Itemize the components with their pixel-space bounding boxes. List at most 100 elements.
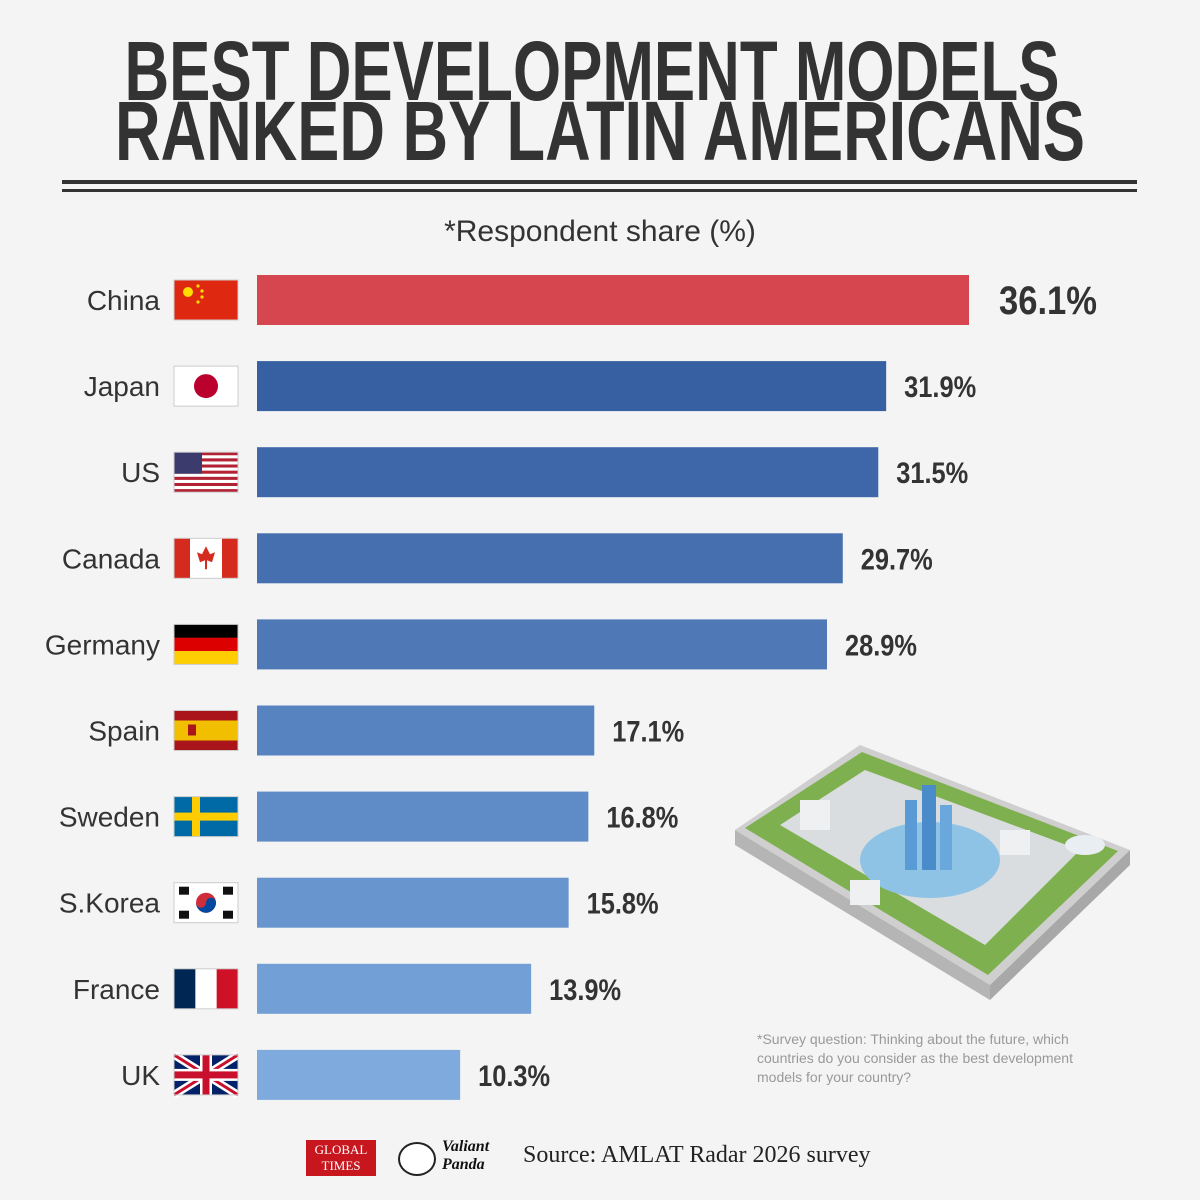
panda-icon: [398, 1142, 436, 1176]
bar: [257, 447, 879, 498]
category-label: UK: [121, 1060, 160, 1091]
category-label: Spain: [88, 716, 160, 747]
flag-stripe: [174, 470, 238, 474]
flag-arms: [188, 724, 196, 736]
value-label: 13.9%: [549, 974, 621, 1007]
flag-stripe: [174, 624, 238, 638]
flag-cross: [174, 1071, 238, 1079]
flag-cross: [174, 812, 238, 821]
logo: Valiant Panda: [398, 1138, 504, 1178]
flag-stripe: [174, 458, 238, 462]
flag-trigram: [223, 886, 233, 895]
category-label: Germany: [45, 629, 160, 660]
flag: [173, 451, 239, 493]
flag-band: [222, 538, 238, 579]
category-label: US: [121, 457, 160, 488]
flag: [171, 1051, 241, 1099]
divider: [62, 189, 1137, 192]
flag-border: [173, 279, 239, 321]
bar: [257, 1049, 461, 1100]
flag-star: [183, 287, 193, 297]
flag-disc: [196, 897, 216, 913]
bar: [257, 705, 595, 756]
value-label: 31.5%: [896, 457, 968, 490]
flag-stripe: [174, 486, 238, 490]
flag-border: [173, 623, 239, 665]
flag: [173, 279, 239, 321]
city-illustration: [735, 745, 1130, 1000]
flag-stripe: [174, 452, 238, 456]
flag: [173, 537, 239, 579]
bar: [257, 533, 843, 584]
category-label: Canada: [62, 543, 161, 574]
flag-star: [196, 300, 200, 304]
bar: [257, 791, 589, 842]
category-label: S.Korea: [59, 888, 161, 919]
value-label: 36.1%: [999, 279, 1097, 323]
flag-border: [173, 796, 239, 838]
chart-subtitle: *Respondent share (%): [444, 215, 756, 248]
flag-border: [173, 451, 239, 493]
flag: [173, 623, 239, 665]
flag-border: [173, 882, 239, 924]
flag-canton: [174, 452, 202, 474]
logo: GLOBAL TIMES: [306, 1140, 376, 1176]
value-label: 28.9%: [845, 629, 917, 662]
category-label: France: [73, 974, 160, 1005]
flag: [173, 710, 239, 751]
value-label: 17.1%: [612, 716, 684, 749]
flag-stripe: [174, 651, 238, 665]
bar: [257, 619, 827, 670]
flag-stripe: [174, 467, 238, 471]
flag-star: [196, 284, 200, 288]
bar: [257, 361, 887, 412]
flag-band: [174, 538, 190, 579]
value-label: 15.8%: [587, 888, 659, 921]
flag-stripe: [174, 464, 238, 468]
flag-stripe: [174, 479, 238, 484]
bar: [257, 877, 569, 928]
bar: [257, 963, 532, 1014]
category-label: Japan: [84, 371, 160, 402]
flag-stripe: [195, 968, 217, 1009]
chart-title: BEST DEVELOPMENT MODELS: [125, 24, 1060, 118]
flag-border: [173, 710, 239, 751]
source: Source: AMLAT Radar 2026 survey: [523, 1142, 871, 1168]
chart-title: RANKED BY LATIN AMERICANS: [115, 84, 1085, 178]
flag: [173, 968, 239, 1010]
flag-stripe: [174, 482, 238, 487]
flag-trigram: [179, 910, 189, 919]
flag-stripe: [174, 489, 238, 493]
value-label: 29.7%: [861, 543, 933, 576]
flag: [173, 882, 239, 924]
flag-stripe: [216, 968, 239, 1009]
flag-stripe: [174, 968, 196, 1009]
value-label: 31.9%: [904, 371, 976, 404]
flag-border: [173, 365, 239, 407]
category-label: Sweden: [59, 802, 160, 833]
flag-stripe: [174, 476, 238, 481]
value-label: 16.8%: [606, 802, 678, 835]
flag-disc: [194, 374, 218, 399]
flag: [173, 796, 239, 838]
flag-border: [173, 968, 239, 1010]
flag-stripe: [174, 455, 238, 459]
flag-star: [200, 295, 204, 299]
flag-field: [174, 280, 238, 320]
flag-stripe: [174, 461, 238, 465]
flag-band: [174, 720, 238, 741]
flag-trigram: [223, 910, 233, 919]
category-label: China: [87, 285, 161, 316]
flag-trigram: [179, 886, 189, 895]
logo-text: Valiant Panda: [442, 1138, 490, 1173]
divider: [62, 180, 1137, 184]
flag-border: [173, 537, 239, 579]
flag-star: [200, 289, 204, 293]
flag-stripe: [174, 473, 238, 478]
flag-stripe: [174, 637, 238, 652]
flag-border: [173, 1054, 239, 1096]
bar: [257, 275, 969, 325]
